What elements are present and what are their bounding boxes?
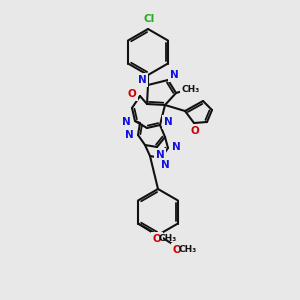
Text: N: N <box>172 142 180 152</box>
Text: N: N <box>124 130 134 140</box>
Text: N: N <box>122 117 130 127</box>
Text: N: N <box>164 117 172 127</box>
Text: O: O <box>128 89 136 99</box>
Text: CH₃: CH₃ <box>159 234 177 243</box>
Text: CH₃: CH₃ <box>182 85 200 94</box>
Text: N: N <box>160 160 169 170</box>
Text: N: N <box>138 75 146 85</box>
Text: O: O <box>153 233 161 244</box>
Text: Cl: Cl <box>143 14 155 24</box>
Text: CH₃: CH₃ <box>179 245 197 254</box>
Text: O: O <box>172 245 182 255</box>
Text: O: O <box>190 126 200 136</box>
Text: N: N <box>156 150 164 160</box>
Text: N: N <box>169 70 178 80</box>
